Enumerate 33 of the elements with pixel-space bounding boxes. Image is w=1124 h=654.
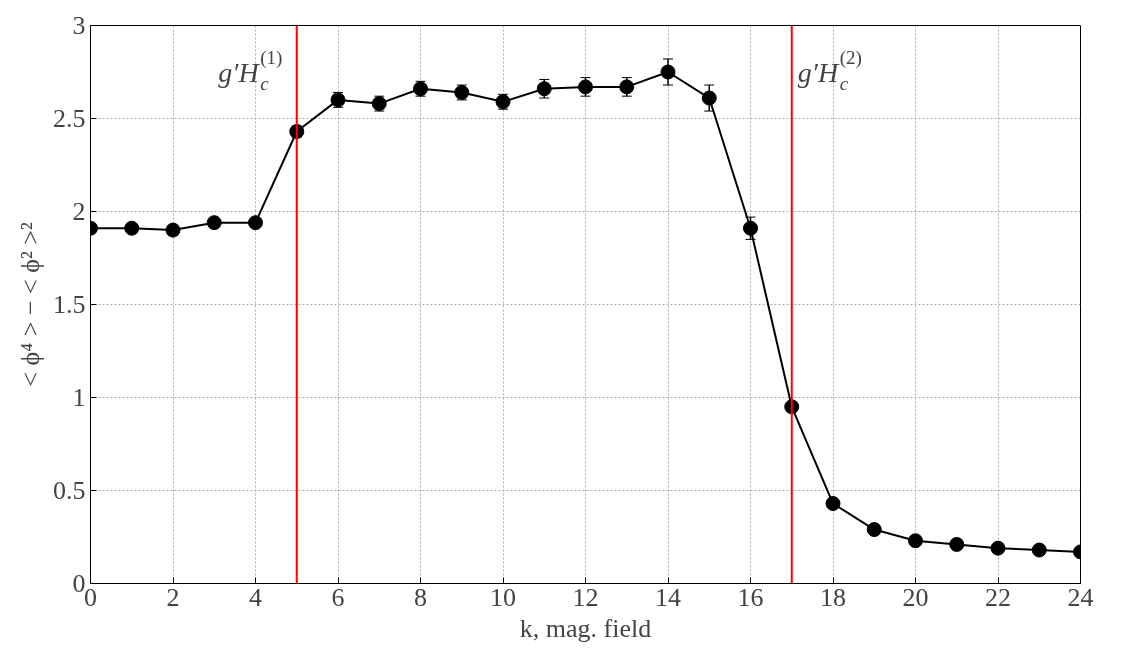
point [165, 222, 181, 238]
x-tick-label: 10 [490, 582, 516, 612]
x-axis-title: k, mag. field [519, 613, 652, 643]
x-tick-label: 14 [655, 582, 681, 612]
point [743, 220, 758, 236]
point [248, 215, 263, 231]
point [866, 522, 882, 538]
x-tick-label: 4 [249, 582, 262, 612]
y-tick-label: 0.5 [53, 476, 86, 505]
x-tick-label: 12 [572, 582, 599, 612]
point [206, 215, 222, 231]
point [949, 536, 965, 552]
point [825, 496, 841, 512]
point [990, 540, 1006, 556]
x-tick-label: 22 [985, 582, 1011, 612]
y-tick-label: 2.5 [53, 104, 86, 133]
x-tick-label: 24 [1067, 582, 1094, 612]
y-tick-label: 3 [72, 11, 86, 40]
point [1031, 542, 1047, 558]
x-tick-label: 8 [414, 582, 427, 612]
point [124, 220, 140, 236]
x-tick-label: 20 [902, 582, 929, 612]
point [701, 90, 717, 106]
x-tick-label: 16 [737, 582, 764, 612]
x-tick-label: 6 [331, 582, 345, 612]
y-tick-label: 1.5 [53, 290, 86, 319]
y-tick-label: 1 [72, 383, 86, 412]
y-axis-title: < ϕ⁴ > − < ϕ² >² [16, 222, 45, 387]
y-tick-label: 2 [72, 197, 86, 226]
x-tick-label: 18 [820, 582, 846, 612]
point [908, 533, 923, 549]
point [660, 64, 676, 80]
x-tick-label: 2 [166, 582, 180, 612]
